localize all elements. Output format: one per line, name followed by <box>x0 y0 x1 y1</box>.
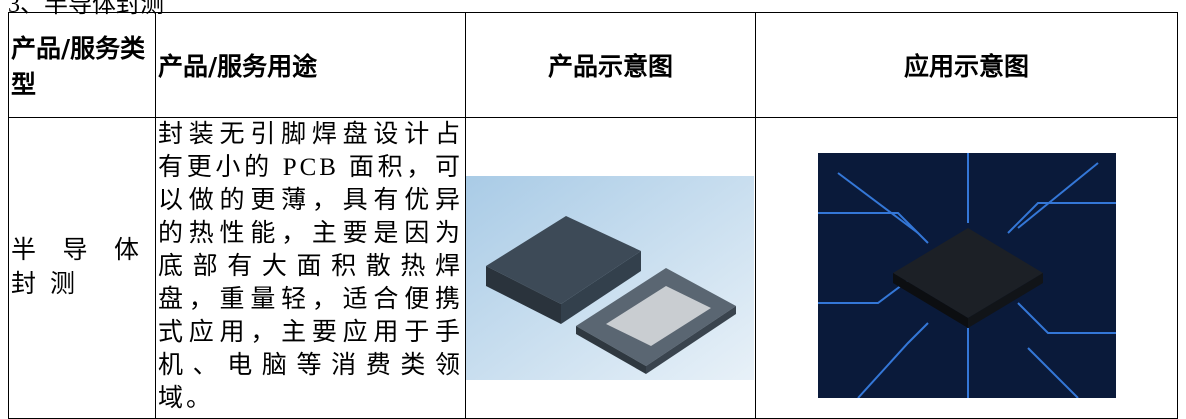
body-row: 半导体封测 封装无引脚焊盘设计占有更小的 PCB 面积，可以做的更薄，具有优异的… <box>8 117 1178 419</box>
type-cell: 半导体封测 <box>8 117 156 419</box>
product-table: 产品/服务类型 产品/服务用途 产品示意图 应用示意图 半导体封测 封装无引脚焊… <box>8 12 1178 419</box>
header-cell: 产品示意图 <box>465 12 756 118</box>
application-image-cell <box>755 117 1178 419</box>
product-image <box>466 176 754 380</box>
application-image <box>817 152 1116 398</box>
product-image-cell <box>465 117 756 419</box>
header-cell: 应用示意图 <box>755 12 1178 118</box>
header-cell: 产品/服务用途 <box>155 12 466 118</box>
header-row: 产品/服务类型 产品/服务用途 产品示意图 应用示意图 <box>8 12 1178 118</box>
use-cell: 封装无引脚焊盘设计占有更小的 PCB 面积，可以做的更薄，具有优异的热性能，主要… <box>155 117 466 419</box>
page: 3、半导体封测 产品/服务类型 产品/服务用途 产品示意图 应用示意图 半导体封… <box>8 0 1178 419</box>
header-cell: 产品/服务类型 <box>8 12 156 118</box>
